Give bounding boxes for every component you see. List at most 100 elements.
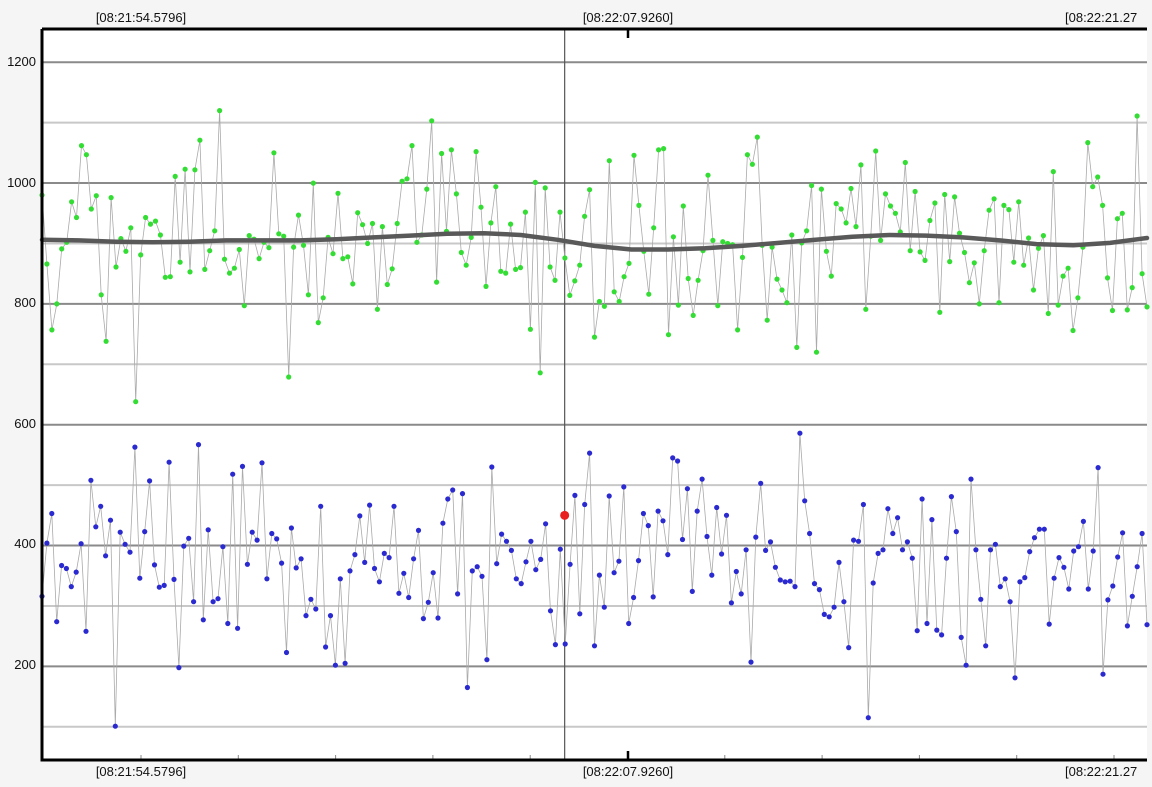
data-point — [997, 584, 1003, 590]
data-point — [1056, 555, 1062, 561]
data-point — [646, 291, 652, 297]
data-point — [429, 118, 435, 124]
data-point — [562, 641, 568, 647]
data-point — [108, 195, 114, 201]
data-point — [434, 279, 440, 285]
data-point — [679, 536, 686, 543]
data-point — [875, 550, 881, 557]
data-point — [225, 620, 231, 627]
data-point — [499, 531, 505, 537]
data-point — [453, 191, 459, 197]
data-point — [88, 477, 94, 483]
data-point — [303, 613, 309, 619]
data-point — [235, 625, 241, 631]
data-point — [848, 185, 854, 192]
data-point — [44, 261, 50, 267]
data-point — [616, 298, 622, 305]
data-point — [394, 220, 400, 227]
data-point — [1120, 530, 1126, 536]
data-point — [807, 530, 813, 537]
data-point — [710, 237, 716, 243]
data-point — [690, 312, 696, 318]
data-point — [966, 280, 973, 286]
data-point — [458, 249, 464, 256]
data-point — [192, 167, 198, 173]
data-point — [895, 515, 901, 521]
data-point — [54, 301, 60, 307]
data-point — [259, 460, 265, 466]
data-point — [821, 611, 827, 618]
data-point — [231, 265, 237, 271]
data-point — [797, 430, 803, 436]
data-point — [843, 220, 849, 226]
data-point — [1070, 327, 1076, 334]
data-point — [626, 260, 632, 266]
data-point — [665, 552, 671, 558]
data-point — [1085, 140, 1091, 146]
data-point — [93, 524, 99, 530]
data-point — [680, 203, 686, 209]
data-point — [976, 301, 982, 307]
data-point — [739, 254, 746, 260]
data-point — [113, 264, 119, 270]
data-point — [191, 599, 197, 605]
data-point — [914, 628, 920, 634]
data-point — [177, 259, 183, 265]
y-tick-label: 200 — [14, 657, 36, 672]
data-point — [379, 224, 385, 230]
data-point — [517, 265, 524, 271]
data-point — [342, 660, 348, 666]
data-point — [851, 537, 857, 543]
data-point — [587, 187, 593, 193]
data-point — [305, 292, 311, 298]
data-point — [327, 613, 334, 619]
data-point — [320, 295, 326, 301]
data-point — [73, 214, 80, 221]
data-point — [1027, 549, 1033, 555]
data-point — [274, 536, 280, 542]
data-point — [1036, 526, 1042, 532]
data-point — [601, 604, 607, 610]
data-point — [450, 487, 456, 493]
data-point — [794, 344, 800, 350]
data-point — [503, 270, 509, 276]
data-point — [587, 450, 593, 456]
data-point — [769, 244, 775, 250]
data-point — [345, 254, 351, 260]
data-point — [157, 232, 163, 238]
data-point — [621, 484, 627, 490]
data-point — [293, 565, 299, 571]
data-point — [789, 232, 795, 238]
data-point — [1001, 202, 1007, 208]
data-point — [640, 510, 647, 517]
data-point — [73, 569, 79, 575]
data-point — [767, 539, 774, 545]
data-point — [122, 541, 128, 547]
data-point — [195, 442, 202, 448]
data-point — [172, 173, 178, 179]
x-tick-label-bottom: [08:21:54.5796] — [96, 764, 186, 779]
data-point — [1045, 310, 1051, 317]
y-axis-tick-labels: 200 400 600 800 1000 1200 — [7, 54, 36, 672]
data-point — [811, 581, 818, 587]
data-point — [291, 244, 297, 250]
data-point — [758, 480, 764, 486]
data-point — [362, 559, 368, 566]
data-point — [162, 274, 168, 280]
data-point — [1030, 287, 1037, 293]
data-point — [743, 547, 749, 553]
data-point — [675, 458, 681, 464]
data-point — [1017, 579, 1023, 585]
data-point — [833, 201, 839, 207]
data-point — [83, 152, 89, 158]
data-point — [474, 564, 480, 570]
plot-background — [42, 29, 1147, 760]
data-point — [1066, 586, 1072, 592]
cursor-marker[interactable] — [560, 510, 570, 520]
data-point — [494, 561, 500, 567]
data-point — [809, 182, 815, 189]
data-point — [1110, 583, 1116, 589]
data-point — [738, 591, 744, 597]
data-point — [655, 508, 661, 514]
data-point — [528, 538, 534, 544]
